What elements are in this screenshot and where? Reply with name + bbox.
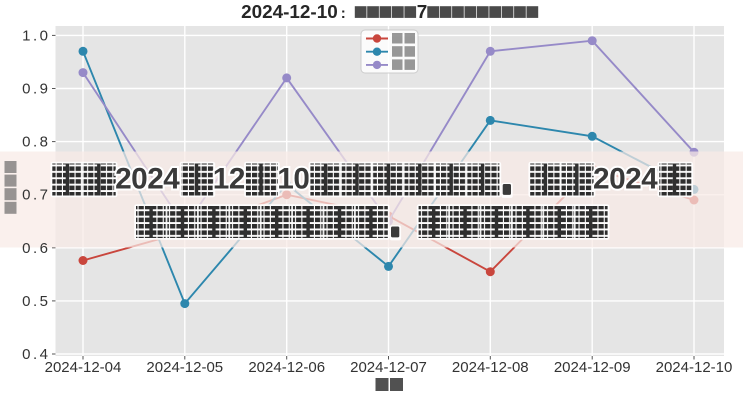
svg-text:2024-12-05: 2024-12-05 [146,359,223,376]
svg-text:2024-12-10: 2024-12-10 [656,359,733,376]
svg-text:2024-12-07: 2024-12-07 [350,359,427,376]
svg-text:0.6: 0.6 [22,240,50,257]
svg-text:1.0: 1.0 [22,27,50,44]
svg-text:12: 12 [213,163,245,196]
svg-text:2024-12-08: 2024-12-08 [452,359,529,376]
svg-text:0.4: 0.4 [22,346,50,363]
svg-text:0.5: 0.5 [22,293,50,310]
svg-text:2024-12-09: 2024-12-09 [554,359,631,376]
svg-text:0.9: 0.9 [22,81,50,98]
svg-text:10: 10 [277,163,309,196]
svg-text:7: 7 [417,2,428,23]
svg-text::: : [341,5,346,22]
svg-text:2024-12-04: 2024-12-04 [45,359,122,376]
svg-text:2024: 2024 [115,163,180,196]
svg-text:2024-12-06: 2024-12-06 [248,359,325,376]
svg-text:2024: 2024 [593,163,658,196]
svg-text:0.8: 0.8 [22,134,50,151]
svg-text:0.7: 0.7 [22,187,50,204]
svg-text:2024-12-10: 2024-12-10 [241,2,338,23]
